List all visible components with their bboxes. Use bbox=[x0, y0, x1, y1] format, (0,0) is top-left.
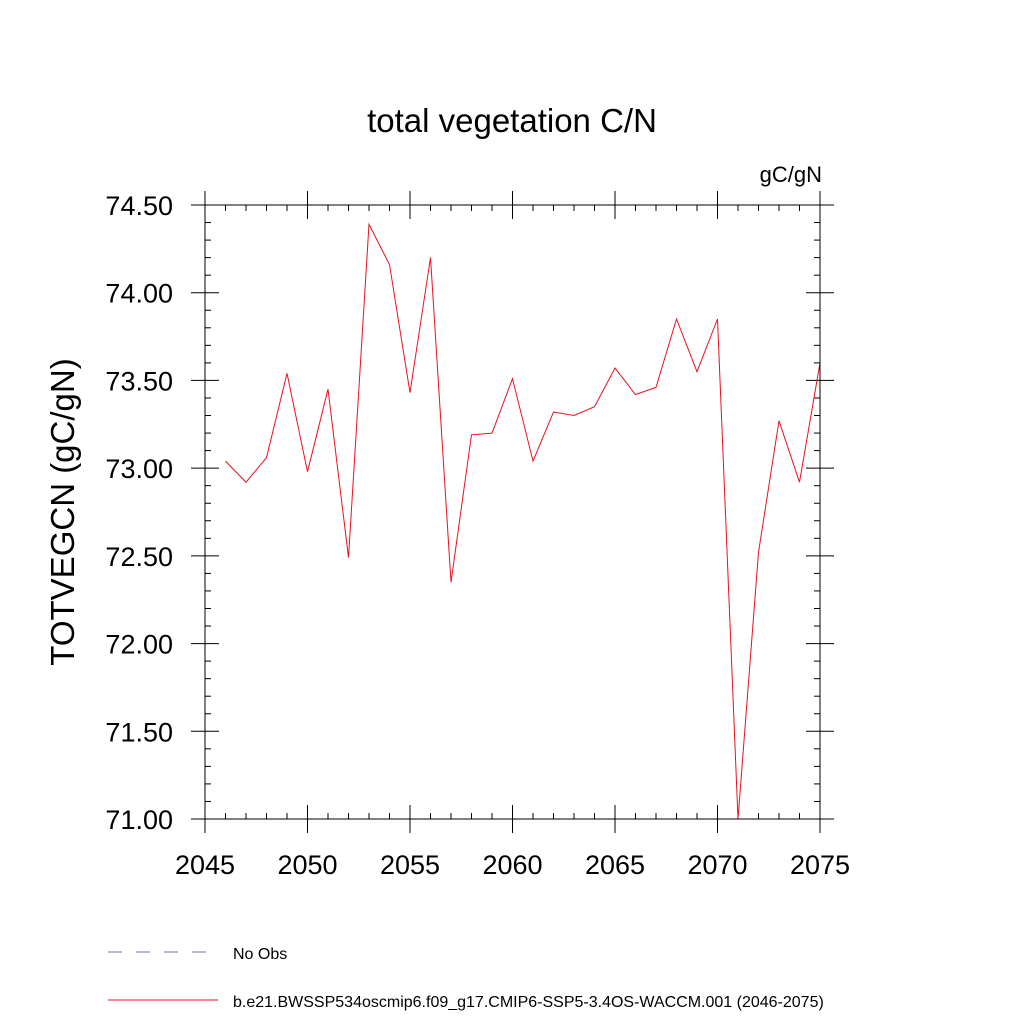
x-tick-label: 2070 bbox=[687, 850, 747, 880]
legend: No Obs b.e21.BWSSP534oscmip6.f09_g17.CMI… bbox=[108, 946, 824, 1011]
x-tick-labels: 2045 2050 2055 2060 2065 2070 2075 bbox=[175, 850, 850, 880]
x-tick-label: 2075 bbox=[790, 850, 850, 880]
chart-title: total vegetation C/N bbox=[367, 102, 657, 139]
y-tick-label: 74.00 bbox=[105, 279, 173, 309]
x-tick-label: 2055 bbox=[380, 850, 440, 880]
units-label: gC/gN bbox=[760, 162, 822, 187]
legend-label-model: b.e21.BWSSP534oscmip6.f09_g17.CMIP6-SSP5… bbox=[233, 994, 824, 1011]
x-tick-label: 2060 bbox=[482, 850, 542, 880]
y-tick-label: 73.50 bbox=[105, 366, 173, 396]
y-tick-label: 71.50 bbox=[105, 717, 173, 747]
y-tick-label: 71.00 bbox=[105, 805, 173, 835]
y-tick-labels: 71.00 71.50 72.00 72.50 73.00 73.50 74.00 74.50 bbox=[105, 191, 173, 835]
x-tick-label: 2050 bbox=[277, 850, 337, 880]
y-tick-label: 72.00 bbox=[105, 630, 173, 660]
series-layer bbox=[225, 222, 821, 820]
x-tick-label: 2045 bbox=[175, 850, 235, 880]
y-tick-label: 73.00 bbox=[105, 454, 173, 484]
legend-label-no-obs: No Obs bbox=[233, 946, 287, 963]
x-tick-label: 2065 bbox=[585, 850, 645, 880]
y-axis-label: TOTVEGCN (gC/gN) bbox=[44, 358, 81, 665]
y-tick-label: 74.50 bbox=[105, 191, 173, 221]
series-line bbox=[225, 222, 821, 820]
plot-frame bbox=[204, 204, 821, 820]
y-tick-label: 72.50 bbox=[105, 542, 173, 572]
